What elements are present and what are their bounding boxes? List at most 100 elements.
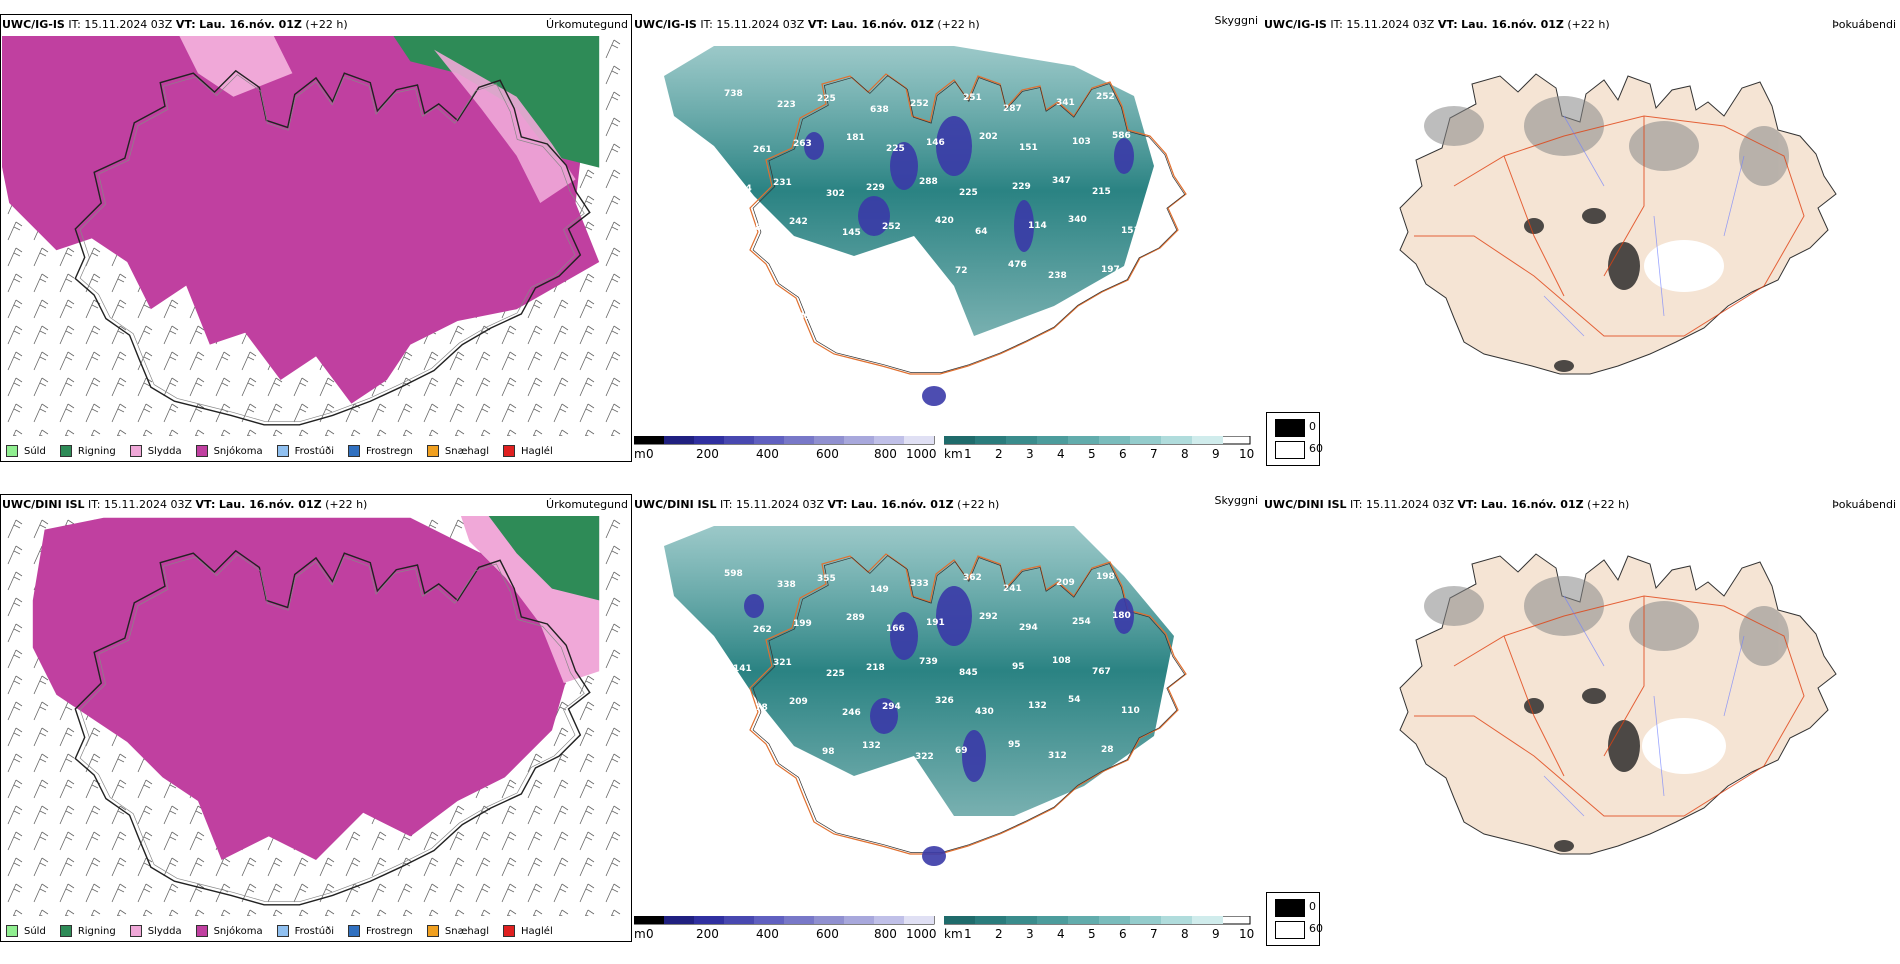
forecast-row-dini: UWC/DINI ISL IT: 15.11.2024 03Z VT: Lau.… <box>0 494 1900 964</box>
panel-header: UWC/IG-IS IT: 15.11.2024 03Z VT: Lau. 16… <box>2 18 630 34</box>
cloud-base-value: 278 <box>749 703 768 713</box>
panel-header: UWC/IG-IS IT: 15.11.2024 03Z VT: Lau. 16… <box>634 14 1260 34</box>
cloud-base-value: 209 <box>1056 578 1075 588</box>
cloud-base-value: 114 <box>1028 221 1047 231</box>
cloud-base-value: 312 <box>1048 751 1067 761</box>
cloud-base-value: 294 <box>1019 623 1038 633</box>
cloud-base-value: 430 <box>975 707 994 717</box>
cloud-base-value: 254 <box>1072 617 1091 627</box>
cloud-base-value: 72 <box>955 266 968 276</box>
cloud-base-value: 223 <box>777 100 796 110</box>
legend-item: Rigning <box>59 445 116 457</box>
lead-time: (+22 h) <box>957 498 1000 511</box>
cloud-base-value: 402 <box>729 262 748 272</box>
legend-value: 60 <box>1309 442 1323 455</box>
cloud-base-value: 242 <box>789 217 808 227</box>
cloud-base-value: 586 <box>1112 131 1131 141</box>
cloud-base-value: 739 <box>919 657 938 667</box>
panel-title: Úrkomutegund <box>546 498 628 511</box>
model-name: UWC/IG-IS <box>1264 18 1327 31</box>
panel-frame <box>0 14 632 462</box>
vt-label: VT: <box>1437 18 1458 31</box>
legend-swatch <box>6 445 18 457</box>
tick-label: 3 <box>1026 447 1034 461</box>
cloud-base-value: 166 <box>886 624 905 634</box>
cloud-base-value: 95 <box>1012 662 1025 672</box>
fog-legend: 0 60 <box>1266 412 1323 466</box>
fog-map <box>1399 73 1837 375</box>
fog-index-panel: UWC/DINI ISL IT: 15.11.2024 03Z VT: Lau.… <box>1262 494 1900 964</box>
cloud-base-value: 197 <box>1101 265 1120 275</box>
legend-value: 60 <box>1309 922 1323 935</box>
legend-swatch <box>503 445 516 457</box>
cloud-base-value: 420 <box>935 216 954 226</box>
cloud-base-value: 598 <box>724 569 743 579</box>
cloud-base-value: 146 <box>926 138 945 148</box>
cloud-base-value: 287 <box>1003 104 1022 114</box>
legend-item: Frostregn <box>348 925 413 937</box>
cloud-base-value: 225 <box>959 188 978 198</box>
legend-label: Rigning <box>77 925 116 937</box>
cloud-base-value: 261 <box>753 145 772 155</box>
tick-label: 9 <box>1212 927 1220 941</box>
unit-label: km <box>944 447 963 461</box>
cloud-base-value: 199 <box>793 619 812 629</box>
tick-label: 8 <box>1181 447 1189 461</box>
cloud-base-value: 54 <box>1068 695 1081 705</box>
tick-label: 800 <box>874 447 897 461</box>
tick-label: 600 <box>816 447 839 461</box>
cloud-base-colorbar: m 0 200 400 600 800 1000 <box>633 915 939 946</box>
glacier-area <box>1644 240 1724 292</box>
precip-type-panel: UWC/DINI ISL IT: 15.11.2024 03Z VT: Lau.… <box>0 494 632 964</box>
lead-time: (+22 h) <box>305 18 348 31</box>
legend-swatch <box>6 925 18 937</box>
cloud-base-value: 338 <box>777 580 796 590</box>
it-label: IT: <box>1350 498 1363 511</box>
panel-title: Þokuábendi <box>1832 498 1896 511</box>
cloud-base-value: 28 <box>1101 745 1114 755</box>
forecast-row-igis: UWC/IG-IS IT: 15.11.2024 03Z VT: Lau. 16… <box>0 14 1900 484</box>
vt-value: Lau. 16.nóv. 01Z <box>850 498 954 511</box>
legend-swatch-dark <box>1275 419 1305 437</box>
sleet-area <box>179 36 293 97</box>
it-label: IT: <box>88 498 101 511</box>
precip-type-panel: UWC/IG-IS IT: 15.11.2024 03Z VT: Lau. 16… <box>0 14 632 484</box>
tick-label: 200 <box>696 447 719 461</box>
legend-item: Haglél <box>503 445 553 457</box>
unit-label: km <box>944 927 963 941</box>
panel-header: UWC/DINI ISL IT: 15.11.2024 03Z VT: Lau.… <box>2 498 630 514</box>
tick-label: 9 <box>1212 447 1220 461</box>
legend-item: Súld <box>6 925 46 937</box>
cloud-base-value: 476 <box>1008 260 1027 270</box>
cloud-base-value: 132 <box>1028 701 1047 711</box>
cloud-base-value: 181 <box>846 133 865 143</box>
legend-label: Súld <box>24 925 46 937</box>
sleet-area-east <box>434 49 576 204</box>
cloud-base-value: 144 <box>729 742 748 752</box>
visibility-panel: UWC/DINI ISL IT: 15.11.2024 03Z VT: Lau.… <box>632 494 1262 964</box>
cloud-base-value: 110 <box>1121 706 1140 716</box>
legend-item: Haglél <box>503 925 553 937</box>
cloud-base-value: 229 <box>1012 182 1031 192</box>
cloud-base-value: 222 <box>782 273 801 283</box>
tick-label: 4 <box>1057 927 1065 941</box>
rain-area <box>488 516 600 601</box>
road-network <box>1414 595 1805 817</box>
cloud-base-value: 215 <box>1092 187 1111 197</box>
it-value: 15.11.2024 03Z <box>716 18 805 31</box>
legend-swatch <box>59 925 72 937</box>
tick-label: 7 <box>1150 447 1158 461</box>
cloud-base-value: 202 <box>979 132 998 142</box>
legend-item: Slydda <box>129 445 182 457</box>
cloud-base-value: 252 <box>882 222 901 232</box>
fog-shading <box>1424 576 1789 666</box>
tick-label: 200 <box>696 927 719 941</box>
fog-map <box>1399 553 1837 855</box>
precip-legend: Súld Rigning Slydda Snjókoma Frostúði Fr… <box>6 924 567 938</box>
cloud-base-value: 183 <box>749 223 768 233</box>
vt-label: VT: <box>1457 498 1478 511</box>
snow-area <box>32 517 576 860</box>
tick-label: 600 <box>816 927 839 941</box>
cloud-base-patches <box>804 116 1134 406</box>
vt-value: Lau. 16.nóv. 01Z <box>1461 18 1564 31</box>
